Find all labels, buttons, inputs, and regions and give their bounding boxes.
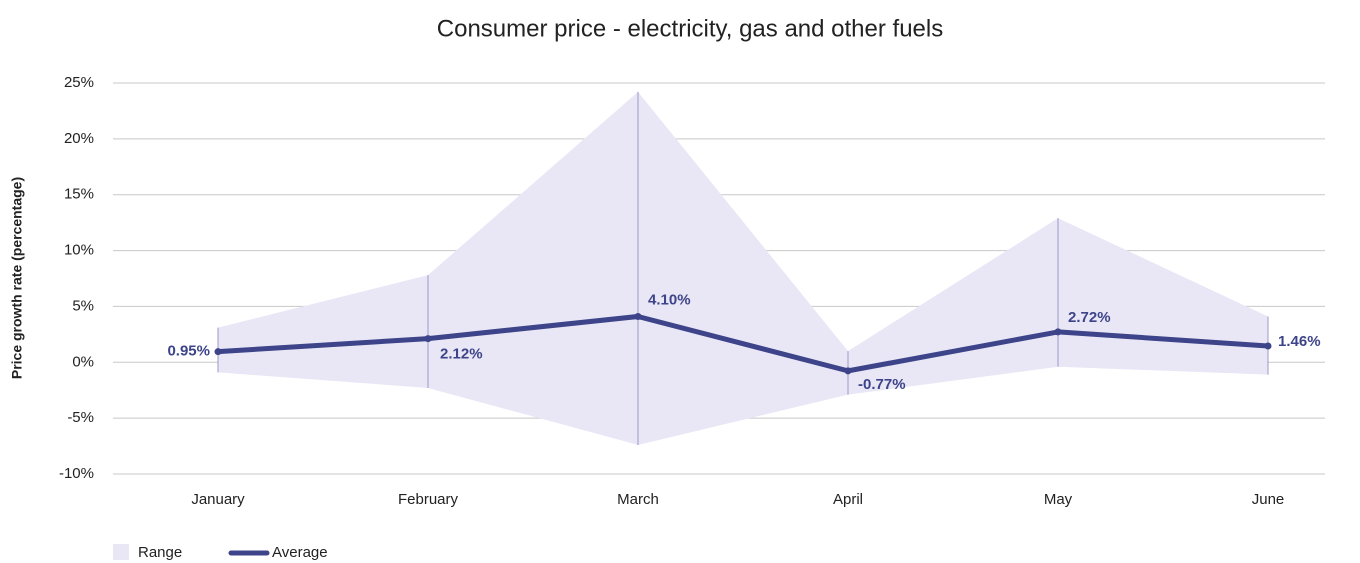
legend-swatch — [113, 544, 129, 560]
average-line — [217, 313, 1269, 374]
x-tick-label: February — [398, 491, 459, 508]
data-label: 2.72% — [1068, 309, 1111, 326]
y-tick-label: 25% — [64, 74, 94, 91]
data-label: 0.95% — [167, 343, 210, 360]
data-label: -0.77% — [858, 376, 906, 393]
y-tick-label: 15% — [64, 186, 94, 203]
average-point — [1264, 342, 1272, 350]
range-area — [218, 91, 1268, 445]
x-tick-label: January — [191, 491, 245, 508]
legend-label: Range — [138, 544, 182, 561]
y-axis-label: Price growth rate (percentage) — [9, 177, 25, 379]
y-tick-label: 0% — [72, 353, 94, 370]
y-tick-label: -5% — [67, 409, 94, 426]
average-point — [634, 312, 642, 320]
x-tick-label: June — [1252, 491, 1285, 508]
average-point — [214, 348, 222, 356]
data-label: 2.12% — [440, 346, 483, 363]
average-point — [424, 335, 432, 343]
x-tick-label: April — [833, 491, 863, 508]
average-point — [1054, 328, 1062, 336]
data-label: 1.46% — [1278, 333, 1321, 350]
average-point — [844, 367, 852, 375]
y-tick-label: 20% — [64, 130, 94, 147]
legend-label: Average — [272, 544, 328, 561]
y-tick-label: -10% — [59, 465, 94, 482]
y-tick-label: 10% — [64, 242, 94, 259]
x-tick-label: May — [1044, 491, 1073, 508]
y-tick-label: 5% — [72, 297, 94, 314]
x-tick-label: March — [617, 491, 659, 508]
data-label: 4.10% — [648, 291, 691, 308]
chart-title: Consumer price - electricity, gas and ot… — [437, 15, 943, 42]
